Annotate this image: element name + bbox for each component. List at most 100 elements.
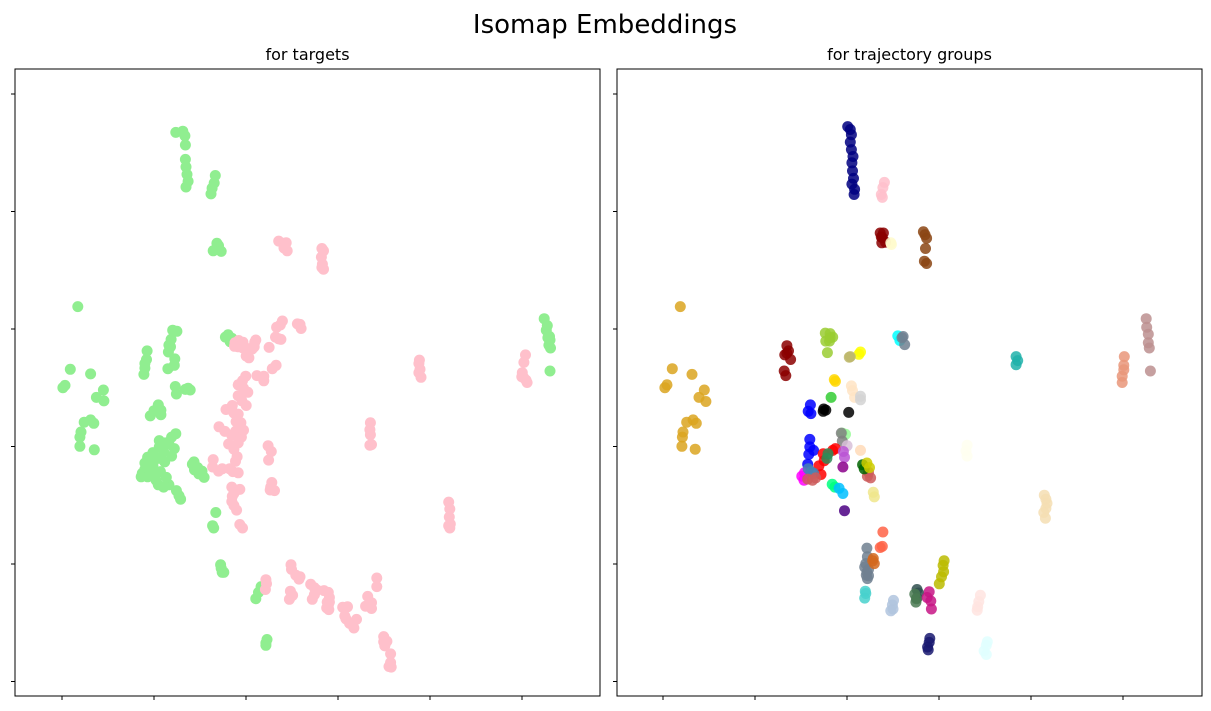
scatter-point [281,245,293,257]
scatter-point [180,181,192,193]
points-layer-trajectory-groups [659,121,1156,660]
scatter-point [283,593,295,605]
scatter-point [207,245,219,257]
scatter-point [698,384,710,396]
scatter-point [846,157,858,169]
scatter-point [385,648,397,660]
scatter-point [366,603,377,614]
plot-frame-targets [14,68,601,697]
scatter-point [825,391,837,403]
scatter-point [544,334,556,346]
scatter-point [785,354,797,365]
scatter-point [875,231,887,243]
scatter-point [222,329,234,341]
scatter-point [207,454,219,466]
panel-title-targets: for targets [265,45,349,64]
scatter-point [170,388,182,400]
scatter-point [238,424,249,436]
panel-targets: for targets [11,45,601,700]
scatter-point [677,426,689,438]
scatter-point [843,406,855,418]
scatter-point [351,613,362,625]
scatter-point [1142,328,1154,340]
scatter-point [141,345,153,357]
scatter-point [1140,313,1152,325]
scatter-point [234,483,246,495]
scatter-point [218,566,230,578]
scatter-point [223,438,235,450]
ticks-trajectory-groups [613,93,1124,700]
scatter-point [323,604,335,616]
scatter-point [216,463,228,475]
scatter-point [242,386,254,398]
scatter-point [243,352,255,364]
scatter-point [179,130,191,142]
scatter-point [78,416,90,428]
scatter-point [184,384,196,396]
ticks-targets [11,93,523,700]
scatter-point [250,593,262,605]
scatter-point [817,405,829,417]
scatter-point [444,503,456,515]
scatter-point [1143,342,1155,354]
scatter-point [57,382,69,394]
scatter-point [98,395,110,407]
scatter-point [237,522,248,534]
scatter-point [545,342,556,354]
scatter-point [877,526,889,538]
points-layer-targets [57,125,556,673]
scatter-point [270,359,282,371]
scatter-point [859,592,871,604]
scatter-point [885,605,897,617]
scatter-point [213,421,225,433]
scatter-point [971,604,983,616]
scatter-point [207,520,219,532]
scatter-point [920,243,931,254]
scatter-point [318,263,329,275]
scatter-point [231,504,243,516]
scatter-point [805,408,817,420]
scatter-point [700,396,712,407]
scatter-point [364,429,376,441]
scatter-point [295,323,307,334]
scatter-point [259,584,271,595]
scatter-point [925,603,937,615]
scatter-point [839,505,850,517]
scatter-point [97,384,109,396]
scatter-point [899,339,911,351]
scatter-point [152,402,164,414]
scatter-point [271,321,283,333]
scatter-point [686,368,698,380]
scatter-point [261,634,273,645]
scatter-point [865,472,877,484]
scatter-point [810,472,822,484]
scatter-point [780,370,792,382]
scatter-point [864,462,875,474]
scatter-point [1118,351,1130,363]
scatter-point [215,245,227,257]
scatter-point [385,661,397,673]
scatter-point [676,440,688,452]
scatter-point [922,644,934,656]
scatter-point [179,139,191,151]
scatter-point [163,339,175,351]
scatter-point [262,440,274,452]
scatter-point [175,493,187,505]
scatter-point [168,443,180,455]
scatter-point [371,581,383,593]
scatter-point [521,377,533,388]
figure-title: Isomap Embeddings [473,10,737,40]
scatter-point [541,320,553,332]
scatter-point [659,382,671,394]
scatter-point [348,622,360,634]
scatter-point [229,340,240,352]
scatter-point [681,416,693,428]
scatter-point [828,374,840,386]
scatter-point [824,335,835,347]
scatter-point [689,443,701,455]
scatter-point [868,491,880,503]
scatter-point [1010,359,1022,371]
scatter-point [72,301,84,313]
scatter-point [848,189,860,200]
scatter-point [933,578,945,590]
